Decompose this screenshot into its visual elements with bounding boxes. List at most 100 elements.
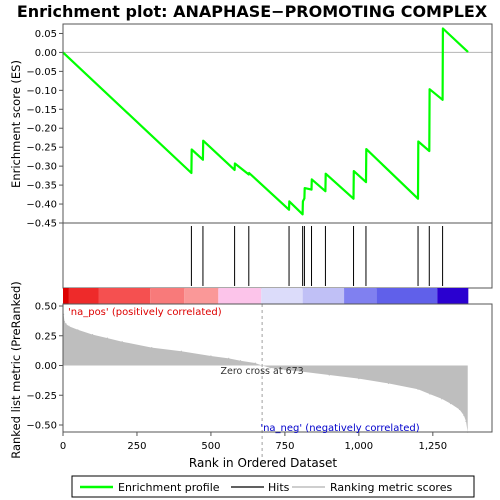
es-point — [190, 148, 193, 151]
metric-y-tick-label: −0.25 — [26, 391, 57, 402]
es-point — [428, 88, 431, 90]
es-point — [324, 190, 327, 192]
metric-point — [121, 341, 123, 343]
es-point — [303, 187, 306, 189]
hits-panel — [62, 222, 493, 289]
metric-point — [449, 402, 452, 405]
pos-correlated-label: 'na_pos' (positively correlated) — [68, 307, 222, 318]
metric-point — [210, 355, 212, 357]
es-point — [234, 162, 236, 165]
es-panel-background — [63, 24, 492, 223]
colorbar-segment — [302, 288, 345, 304]
colorbar-segment — [218, 288, 262, 304]
colorbar-segment — [98, 288, 151, 304]
metric-point — [463, 414, 465, 417]
metric-point — [77, 329, 79, 331]
metric-point — [358, 377, 360, 380]
legend: Enrichment profile Hits Ranking metric s… — [71, 475, 475, 498]
metric-point — [65, 323, 67, 325]
metric-point — [106, 337, 108, 339]
metric-point — [91, 333, 94, 336]
hit-lines — [190, 226, 444, 286]
es-y-tick-label: −0.30 — [26, 162, 57, 173]
x-tick-label: 1,000 — [345, 441, 374, 452]
metric-y-tick-label: 0.50 — [35, 302, 57, 313]
chart-title: Enrichment plot: ANAPHASE−PROMOTING COMP… — [17, 2, 488, 21]
metric-point — [239, 360, 242, 362]
es-panel: 0.05 0.00 −0.05 −0.10 −0.15 −0.20 −0.25 −0.30 −0… — [9, 23, 493, 230]
metric-point — [465, 420, 467, 423]
es-point — [428, 150, 431, 152]
rank-colorbar — [63, 288, 469, 304]
neg-correlated-label: 'na_neg' (negatively correlated) — [260, 423, 419, 434]
es-point — [417, 140, 420, 143]
es-point — [248, 173, 250, 176]
es-point — [353, 170, 355, 172]
metric-point — [284, 369, 286, 371]
metric-y-tick-label: 0.00 — [35, 361, 57, 372]
colorbar-segment — [184, 288, 219, 304]
es-point — [417, 197, 419, 200]
colorbar-segment — [63, 288, 69, 304]
colorbar-segment — [68, 288, 99, 304]
metric-point — [387, 382, 390, 384]
metric-y-ticks: 0.50 0.25 0.00 −0.25 −0.50 — [26, 302, 63, 432]
metric-y-tick-label: 0.25 — [35, 331, 57, 342]
es-point — [288, 200, 291, 203]
x-tick-label: 750 — [275, 441, 294, 452]
x-tick-label: 1,250 — [419, 441, 448, 452]
metric-point — [269, 367, 271, 369]
es-point — [324, 172, 327, 175]
es-point — [190, 172, 193, 174]
x-tick-label: 250 — [127, 441, 146, 452]
es-y-tick-label: −0.25 — [26, 143, 57, 154]
es-y-tick-label: 0.00 — [35, 48, 57, 59]
ranked-metric-panel: 0.50 0.25 0.00 −0.25 −0.50 0 250 500 750 1,000 1,… — [9, 281, 493, 470]
metric-panel-frame — [62, 303, 493, 433]
ranking-metric-points — [62, 305, 469, 433]
metric-point — [63, 320, 66, 323]
es-y-tick-label: 0.05 — [35, 29, 57, 40]
hits-panel-frame — [62, 222, 493, 289]
es-point — [233, 169, 236, 171]
metric-point — [254, 362, 256, 364]
colorbar-segment — [261, 288, 303, 304]
metric-point — [299, 370, 301, 373]
zero-cross-label: Zero cross at 673 — [220, 366, 303, 377]
es-y-tick-label: −0.15 — [26, 105, 57, 116]
es-y-tick-label: −0.05 — [26, 67, 57, 78]
es-y-axis-label: Enrichment score (ES) — [9, 60, 23, 188]
es-y-ticks: 0.05 0.00 −0.05 −0.10 −0.15 −0.20 −0.25 −0.30 −0… — [26, 29, 63, 230]
metric-point — [458, 408, 461, 411]
metric-y-axis-label: Ranked list metric (PreRanked) — [9, 281, 23, 459]
es-point — [352, 197, 355, 200]
metric-point — [441, 398, 443, 400]
es-point — [202, 139, 205, 142]
enrichment-profile-line — [62, 27, 469, 216]
ranking-metric-area — [63, 306, 468, 433]
es-point — [303, 197, 306, 200]
colorbar-segment — [344, 288, 377, 304]
es-point — [365, 181, 367, 183]
metric-point — [328, 374, 330, 376]
metric-point — [429, 393, 431, 395]
metric-point — [68, 325, 70, 327]
es-point — [365, 148, 368, 150]
legend-hits-label: Hits — [268, 481, 290, 494]
es-point — [301, 213, 304, 216]
x-tick-label: 500 — [201, 441, 220, 452]
metric-point — [151, 347, 153, 349]
x-tick-label: 0 — [60, 441, 66, 452]
es-point — [248, 172, 250, 174]
metric-y-tick-label: −0.50 — [26, 421, 57, 432]
es-y-tick-label: −0.20 — [26, 124, 57, 135]
metric-point — [228, 357, 230, 359]
es-point — [288, 208, 290, 211]
es-y-tick-label: −0.35 — [26, 181, 57, 192]
colorbar-segment — [437, 288, 469, 304]
es-point — [302, 200, 304, 203]
es-point — [441, 99, 444, 101]
x-axis-label: Rank in Ordered Dataset — [189, 456, 337, 470]
es-y-tick-label: −0.40 — [26, 200, 57, 211]
